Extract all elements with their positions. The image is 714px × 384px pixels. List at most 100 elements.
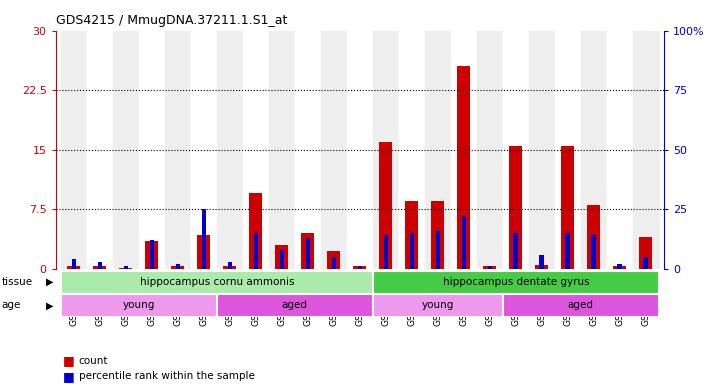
Bar (406, 201, 418, 269)
Bar (253, 233, 258, 269)
Bar (503, 294, 659, 317)
Text: tissue: tissue (1, 277, 33, 287)
Text: ▶: ▶ (46, 300, 54, 310)
Text: GSM297153: GSM297153 (459, 271, 468, 326)
Text: GSM297155: GSM297155 (511, 271, 521, 326)
Bar (580, 31, 607, 269)
Bar (149, 240, 154, 269)
Bar (488, 266, 492, 269)
Text: GSM297147: GSM297147 (303, 271, 312, 326)
Bar (513, 233, 518, 269)
Text: GSM297157: GSM297157 (563, 271, 573, 326)
Bar (67, 266, 81, 269)
Bar (588, 205, 600, 269)
Bar (321, 31, 347, 269)
Bar (379, 142, 393, 269)
Text: GSM297160: GSM297160 (641, 271, 650, 326)
Bar (119, 268, 132, 269)
Bar (613, 266, 626, 269)
Bar (451, 31, 477, 269)
Bar (146, 241, 159, 269)
Text: GSM297150: GSM297150 (381, 271, 391, 326)
Bar (561, 146, 574, 269)
Bar (61, 271, 373, 294)
Text: GSM297144: GSM297144 (226, 271, 234, 326)
Bar (477, 31, 503, 269)
Bar (113, 31, 139, 269)
Bar (217, 31, 243, 269)
Text: hippocampus dentate gyrus: hippocampus dentate gyrus (443, 277, 589, 287)
Text: GSM297141: GSM297141 (147, 271, 156, 326)
Bar (98, 262, 102, 269)
Text: GSM297142: GSM297142 (174, 271, 182, 326)
Bar (410, 233, 414, 269)
Bar (295, 31, 321, 269)
Text: percentile rank within the sample: percentile rank within the sample (79, 371, 254, 381)
Text: GSM297139: GSM297139 (96, 271, 104, 326)
Bar (399, 31, 425, 269)
Text: young: young (123, 300, 155, 310)
Text: GSM297149: GSM297149 (356, 271, 364, 326)
Text: young: young (422, 300, 454, 310)
Bar (565, 233, 570, 269)
Bar (139, 31, 165, 269)
Text: GSM297159: GSM297159 (615, 271, 624, 326)
Bar (373, 271, 659, 294)
Bar (347, 31, 373, 269)
Bar (269, 31, 295, 269)
Bar (301, 233, 314, 269)
Bar (165, 31, 191, 269)
Bar (461, 217, 466, 269)
Bar (639, 237, 653, 269)
Bar (94, 266, 106, 269)
Bar (87, 31, 113, 269)
Bar (607, 31, 633, 269)
Bar (540, 255, 544, 269)
Bar (331, 257, 336, 269)
Text: GSM297152: GSM297152 (433, 271, 443, 326)
Bar (425, 31, 451, 269)
Bar (618, 264, 622, 269)
Bar (483, 266, 496, 269)
Bar (61, 31, 87, 269)
Bar (383, 235, 388, 269)
Text: GSM297146: GSM297146 (277, 271, 286, 326)
Text: GSM297140: GSM297140 (121, 271, 131, 326)
Bar (591, 235, 596, 269)
Bar (373, 31, 399, 269)
Text: GSM297148: GSM297148 (329, 271, 338, 326)
Text: GSM297145: GSM297145 (251, 271, 261, 326)
Bar (228, 262, 232, 269)
Bar (643, 257, 648, 269)
Text: ■: ■ (63, 354, 74, 367)
Text: GSM297158: GSM297158 (589, 271, 598, 326)
Bar (243, 31, 269, 269)
Text: count: count (79, 356, 108, 366)
Bar (327, 252, 341, 269)
Text: ▶: ▶ (46, 277, 54, 287)
Bar (458, 66, 471, 269)
Bar (71, 259, 76, 269)
Bar (503, 31, 529, 269)
Bar (171, 266, 184, 269)
Bar (306, 238, 310, 269)
Bar (536, 265, 548, 269)
Bar (176, 264, 180, 269)
Bar (509, 146, 523, 269)
Text: GSM297156: GSM297156 (538, 271, 546, 326)
Text: GDS4215 / MmugDNA.37211.1.S1_at: GDS4215 / MmugDNA.37211.1.S1_at (56, 14, 287, 27)
Bar (217, 294, 373, 317)
Text: hippocampus cornu ammonis: hippocampus cornu ammonis (140, 277, 294, 287)
Bar (124, 266, 129, 269)
Text: GSM297138: GSM297138 (69, 271, 79, 326)
Bar (61, 294, 217, 317)
Text: age: age (1, 300, 21, 310)
Bar (201, 209, 206, 269)
Text: GSM297151: GSM297151 (408, 271, 416, 326)
Bar (197, 235, 211, 269)
Bar (358, 266, 362, 269)
Text: aged: aged (568, 300, 594, 310)
Bar (223, 266, 236, 269)
Bar (276, 245, 288, 269)
Bar (353, 266, 366, 269)
